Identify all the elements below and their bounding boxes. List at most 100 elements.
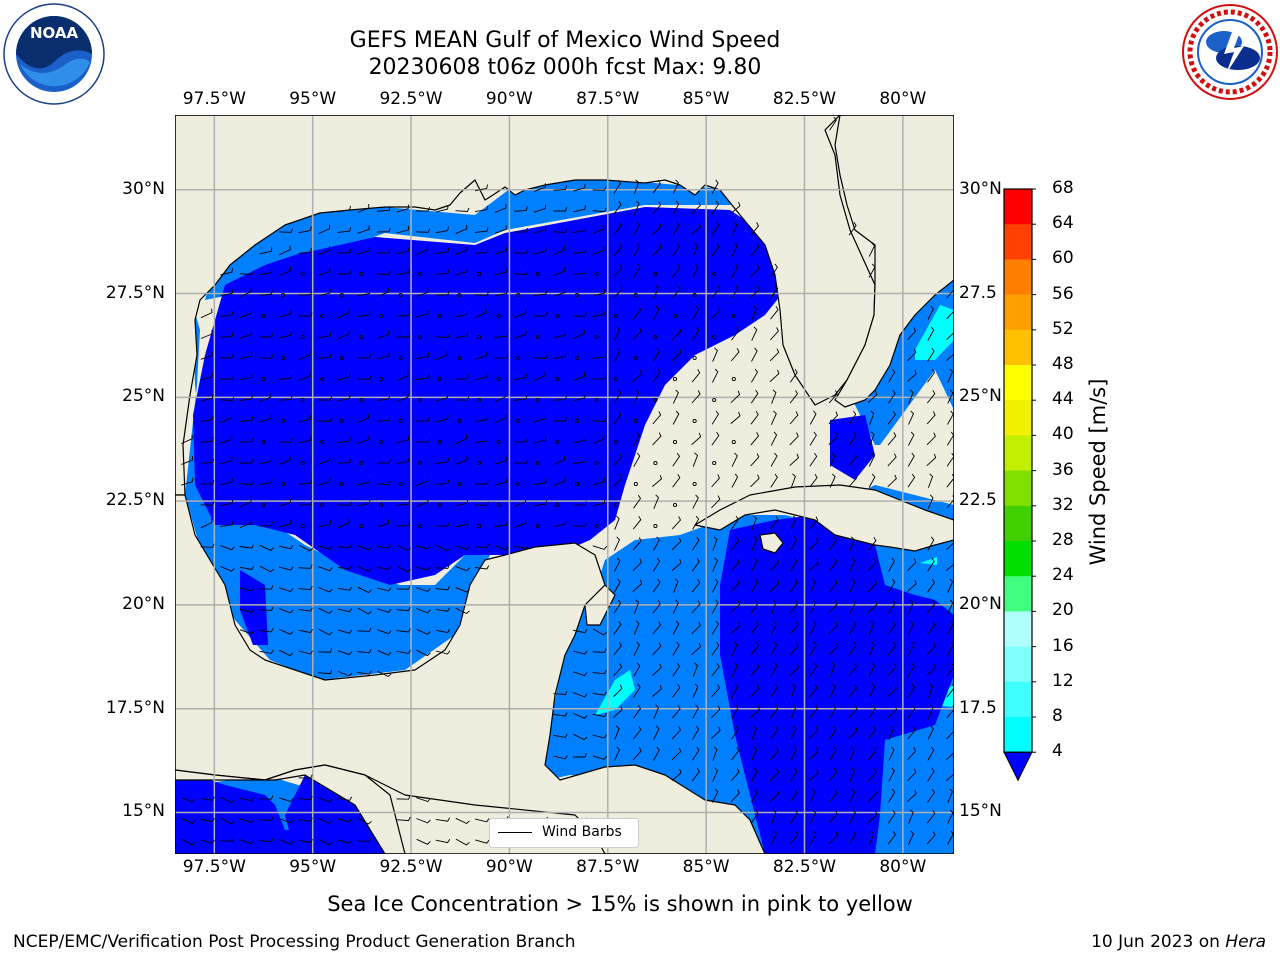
wind-barb [357, 648, 372, 654]
wind-barb [613, 557, 621, 572]
wind-barb [239, 394, 254, 402]
legend-line [498, 832, 532, 833]
wind-barb [396, 649, 411, 654]
wind-barb [553, 185, 568, 191]
wind-barb [318, 797, 333, 803]
map-gridlines [175, 115, 954, 854]
wind-barb [572, 650, 588, 655]
wind-barb-calm [653, 460, 658, 466]
wind-barb [613, 222, 622, 236]
wind-barb [652, 684, 663, 697]
wind-barb [809, 410, 817, 425]
wind-barb [357, 289, 371, 297]
wind-barb [613, 578, 621, 593]
wind-barb [455, 838, 470, 846]
lon-tick-label: 97.5°W [182, 89, 246, 109]
wind-barb [455, 434, 468, 445]
wind-barb [239, 565, 255, 570]
wind-barb [259, 544, 274, 551]
wind-barb [514, 519, 527, 528]
land-isle-of-youth [759, 532, 784, 554]
wind-barb [337, 330, 350, 339]
wind-barb [337, 372, 351, 381]
wind-barb [632, 516, 642, 530]
wind-barb [691, 557, 700, 572]
colorbar-tick-label: 28 [1052, 530, 1074, 550]
wind-barb [357, 225, 370, 234]
wind-barb [770, 683, 778, 698]
wind-barb-calm [712, 460, 717, 466]
wind-barb [259, 649, 274, 654]
wind-barb [867, 390, 878, 404]
wind-barb [711, 410, 720, 425]
wind-barb [652, 642, 662, 656]
wind-barb [455, 520, 469, 528]
wind-barb [633, 389, 640, 404]
wind-barb-calm [614, 313, 619, 319]
wind-barb [200, 330, 213, 339]
lon-tick-label: 90°W [485, 857, 533, 877]
wind-barb [828, 390, 838, 404]
wind-barb [553, 417, 568, 422]
land-florida [834, 115, 954, 408]
wind-barb [926, 831, 936, 845]
sea-ice-caption: Sea Ice Concentration > 15% is shown in … [327, 892, 913, 916]
wind-barb [789, 432, 799, 446]
wind-barb [887, 410, 896, 425]
wind-barb-calm [457, 481, 462, 487]
wind-barb [829, 704, 837, 719]
wind-barb [298, 564, 313, 569]
wind-barb [789, 600, 799, 614]
wind-barb [573, 393, 586, 402]
wind-barb [592, 374, 607, 380]
wind-barb [809, 516, 819, 530]
wind-barb [770, 284, 779, 299]
wind-barb [926, 390, 936, 404]
wind-barb [672, 179, 679, 194]
wind-barb [672, 452, 681, 467]
wind-barb [907, 704, 916, 719]
wind-barb [828, 642, 839, 655]
wind-barb [239, 797, 255, 802]
wind-barb [318, 267, 331, 276]
wind-barb [947, 599, 954, 614]
wind-barb-calm [300, 460, 305, 466]
wind-barb [220, 796, 235, 804]
colorbar-tick-label: 52 [1052, 318, 1074, 339]
wind-barb [279, 309, 292, 318]
wind-barb [553, 245, 566, 256]
wind-barb-calm [418, 460, 423, 466]
wind-barb [514, 459, 529, 464]
wind-barb [828, 831, 839, 845]
wind-barb [632, 747, 642, 761]
wind-barb [750, 684, 760, 698]
wind-barb [613, 453, 623, 467]
wind-barb [809, 431, 817, 446]
wind-barb [731, 221, 738, 236]
wind-barb [220, 545, 235, 551]
wind-barb [337, 629, 353, 634]
wind-barb-calm [300, 397, 305, 403]
wind-barb [790, 746, 798, 761]
wind-barb [652, 222, 662, 236]
wind-barb [926, 663, 937, 677]
wind-barb [927, 494, 934, 509]
wind-barb [633, 494, 642, 509]
wind-barb [396, 247, 410, 255]
wind-barb [572, 457, 587, 464]
wind-barb [298, 544, 313, 552]
wind-barb [533, 225, 547, 234]
wind-barb [868, 452, 876, 467]
wind-barb [357, 478, 371, 486]
wind-barb [712, 767, 718, 782]
wind-barb [868, 558, 877, 572]
wind-barb [455, 246, 468, 255]
wind-barb [750, 453, 760, 467]
wind-barb [377, 565, 392, 571]
lat-tick-label: 30°N [122, 178, 165, 199]
wind-barb [849, 536, 855, 551]
wind-barb [475, 839, 490, 844]
wind-barb [888, 767, 895, 782]
wind-barb-calm [692, 292, 697, 298]
footer-credit: NCEP/EMC/Verification Post Processing Pr… [13, 932, 576, 952]
